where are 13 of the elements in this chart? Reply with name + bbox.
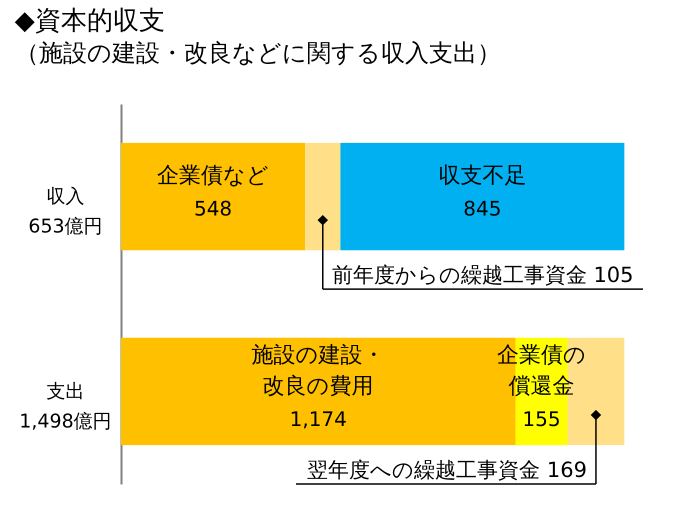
y-tick-label: 収入 653億円: [28, 186, 103, 238]
text: 前年度からの繰越工事資金 105: [332, 263, 634, 288]
data-label: 548: [194, 196, 232, 221]
data-label: 155: [522, 406, 561, 431]
chart-title: ◆資本的収支: [14, 6, 165, 36]
chart-subtitle: （施設の建設・改良などに関する収入支出）: [14, 39, 501, 67]
series-label: 施設の建設・改良の費用: [252, 342, 385, 399]
y-tick-label: 支出 1,498億円: [19, 380, 112, 432]
data-label: 845: [463, 196, 502, 221]
series-label: 企業債など: [157, 164, 270, 189]
data-label: 1,174: [290, 406, 347, 431]
series-label: 収支不足: [438, 164, 526, 189]
text: 翌年度への繰越工事資金 169: [307, 458, 587, 482]
